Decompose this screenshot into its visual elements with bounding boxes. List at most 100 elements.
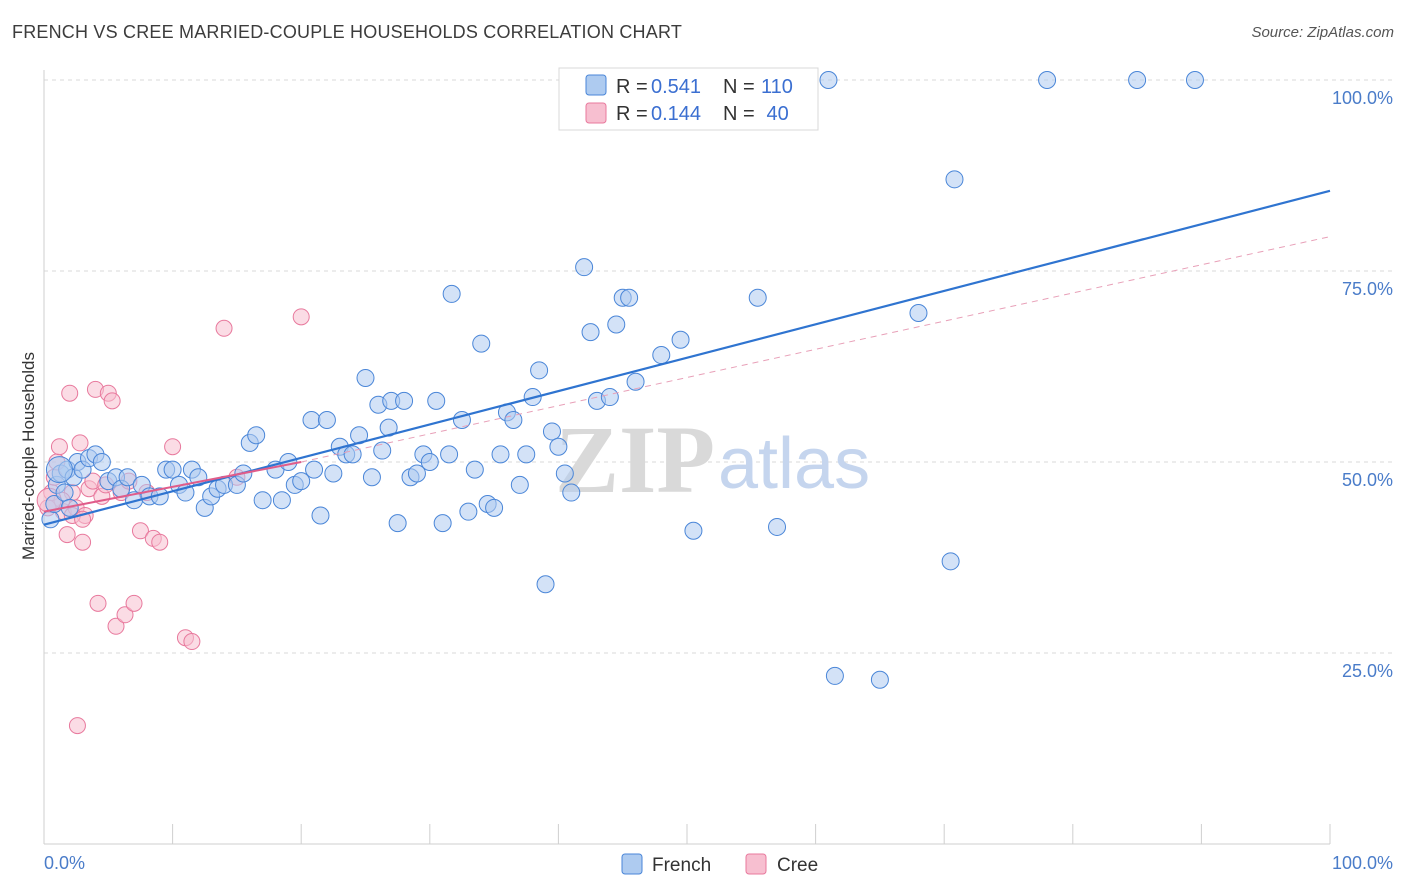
french-point xyxy=(440,445,459,464)
cree-point xyxy=(68,717,86,735)
french-point xyxy=(388,514,407,533)
french-point xyxy=(510,475,529,494)
french-point xyxy=(941,552,960,571)
legend-cree-r-value: 0.144 xyxy=(651,103,701,125)
legend-cree-n-label: N = xyxy=(723,103,755,125)
cree-point xyxy=(183,633,201,651)
legend-cree-r-label: R = xyxy=(616,103,648,125)
french-point xyxy=(317,410,336,429)
french-point xyxy=(433,514,452,533)
french-point xyxy=(549,437,568,456)
cree-series xyxy=(36,308,310,735)
axes xyxy=(43,70,1331,845)
french-point xyxy=(343,445,362,464)
french-series xyxy=(41,71,1204,689)
french-point xyxy=(302,410,321,429)
french-point xyxy=(272,491,291,510)
legend-box: R = 0.541 N = 110 R = 0.144 N = 40 xyxy=(558,67,819,131)
french-point xyxy=(395,391,414,410)
cree-point xyxy=(215,319,233,337)
cree-point xyxy=(74,533,92,551)
french-point xyxy=(472,334,491,353)
cree-point xyxy=(61,384,79,402)
french-point xyxy=(600,388,619,407)
cree-point xyxy=(116,606,134,624)
french-point xyxy=(768,517,787,536)
french-point xyxy=(55,483,74,502)
legend-french-swatch xyxy=(585,74,607,96)
french-point xyxy=(1128,71,1147,89)
french-point xyxy=(305,460,324,479)
legend-french-r-label: R = xyxy=(616,76,648,98)
french-point xyxy=(356,368,375,387)
cree-point xyxy=(131,522,149,540)
cree-point xyxy=(103,392,121,410)
bottom-legend-cree-swatch xyxy=(745,853,767,875)
cree-point xyxy=(164,438,182,456)
watermark-zip: ZIP xyxy=(555,406,715,513)
french-point xyxy=(247,426,266,445)
cree-point xyxy=(71,434,89,452)
french-point xyxy=(292,472,311,491)
bottom-legend-cree-label: Cree xyxy=(777,855,818,876)
cree-point xyxy=(151,533,169,551)
bottom-legend: French Cree xyxy=(621,853,818,876)
french-point xyxy=(909,304,928,323)
legend-french-n-label: N = xyxy=(723,76,755,98)
cree-point xyxy=(89,594,107,612)
legend-cree-swatch xyxy=(585,102,607,124)
french-point xyxy=(626,372,645,391)
french-point xyxy=(819,71,838,89)
legend-cree-n-value: 40 xyxy=(761,103,789,125)
french-point xyxy=(373,441,392,460)
chart-title: FRENCH VS CREE MARRIED-COUPLE HOUSEHOLDS… xyxy=(12,22,683,42)
french-point xyxy=(825,666,844,685)
watermark-atlas: atlas xyxy=(718,424,870,504)
y-axis-title: Married-couple Households xyxy=(19,352,38,560)
french-point xyxy=(671,330,690,349)
y-tick-label-25: 25.0% xyxy=(1342,661,1393,681)
y-tick-label-100: 100.0% xyxy=(1332,88,1393,108)
bottom-legend-french-swatch xyxy=(621,853,643,875)
french-point xyxy=(92,453,111,471)
french-point xyxy=(491,445,510,464)
french-point xyxy=(311,506,330,525)
french-point xyxy=(684,521,703,540)
french-point xyxy=(652,346,671,365)
french-point xyxy=(1185,71,1204,89)
cree-point xyxy=(58,526,76,544)
y-tick-label-75: 75.0% xyxy=(1342,279,1393,299)
bottom-legend-french-label: French xyxy=(652,855,711,876)
source-label: Source: ZipAtlas.com xyxy=(1251,24,1394,41)
legend-french-r-value: 0.541 xyxy=(651,76,701,98)
x-tick-label-left: 0.0% xyxy=(44,853,85,873)
french-trend-line xyxy=(43,189,1331,526)
french-point xyxy=(442,284,461,303)
french-point xyxy=(1038,71,1057,89)
legend-french-n-value: 110 xyxy=(761,76,793,98)
french-point xyxy=(581,323,600,342)
french-point xyxy=(607,315,626,334)
french-point xyxy=(485,498,504,517)
cree-point xyxy=(50,438,68,456)
x-tick-label-right: 100.0% xyxy=(1332,853,1393,873)
cree-point xyxy=(107,617,125,635)
french-point xyxy=(945,170,964,189)
cree-trend-line xyxy=(43,461,302,513)
french-point xyxy=(562,483,581,502)
french-point xyxy=(575,258,594,277)
french-point xyxy=(118,468,137,487)
french-point xyxy=(45,456,73,484)
french-point xyxy=(536,575,555,594)
french-point xyxy=(420,453,439,471)
french-point xyxy=(748,288,767,307)
french-point xyxy=(504,410,523,429)
cree-point xyxy=(292,308,310,326)
french-point xyxy=(620,288,639,307)
french-point xyxy=(362,468,381,487)
french-point xyxy=(870,670,889,689)
french-point xyxy=(253,491,272,510)
french-point xyxy=(324,464,343,483)
french-point xyxy=(517,445,536,464)
